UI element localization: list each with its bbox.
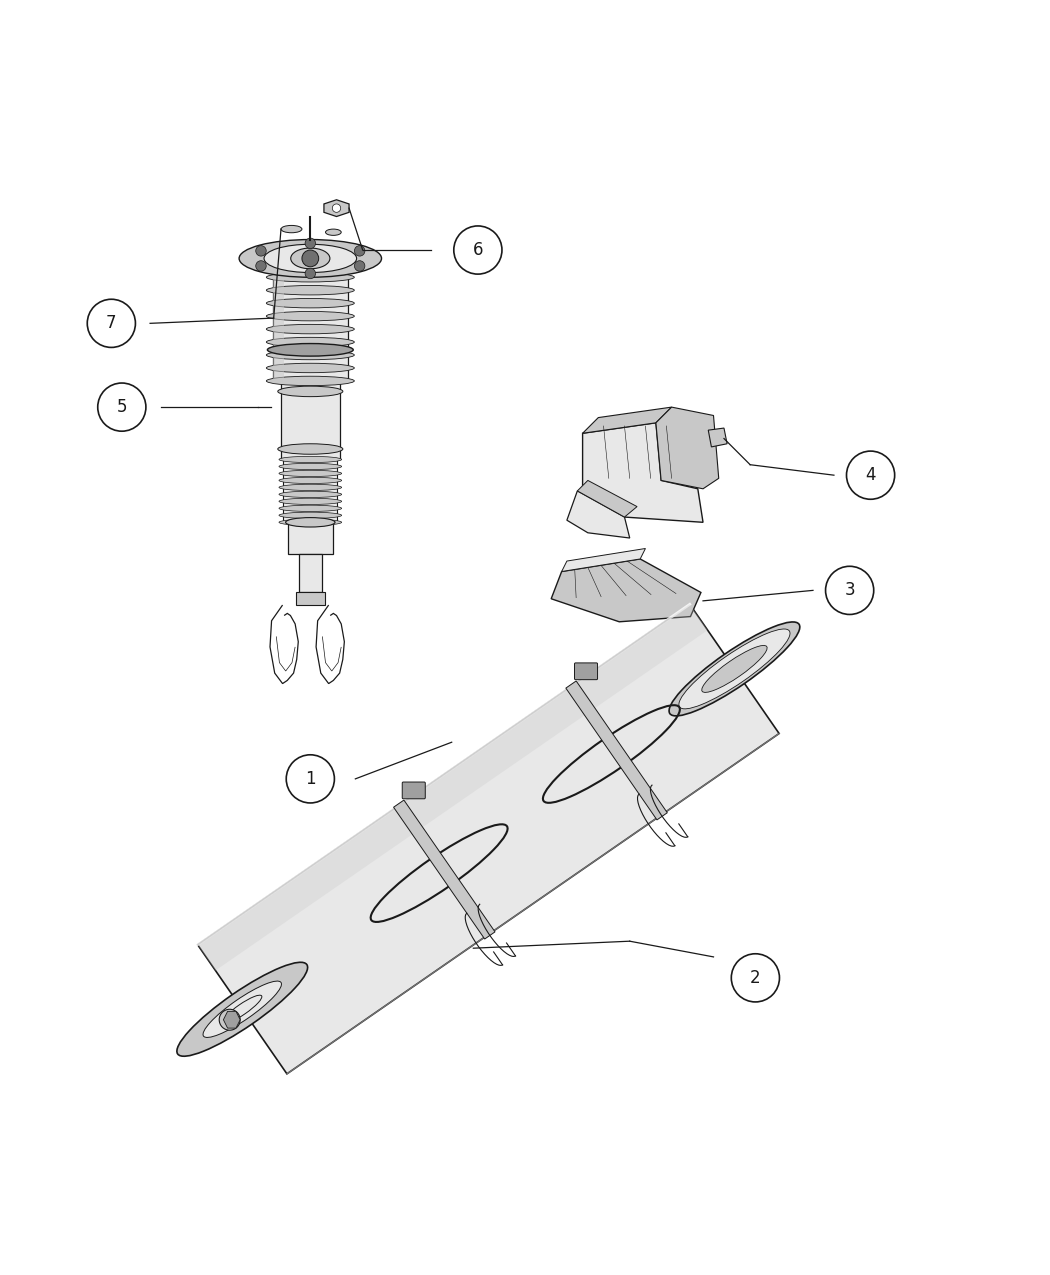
Ellipse shape: [279, 519, 341, 525]
Ellipse shape: [279, 499, 341, 505]
Polygon shape: [224, 1011, 240, 1028]
Circle shape: [302, 250, 319, 266]
Ellipse shape: [669, 622, 800, 715]
Circle shape: [306, 268, 316, 279]
Ellipse shape: [267, 311, 354, 321]
Ellipse shape: [281, 226, 302, 233]
Circle shape: [731, 954, 779, 1002]
Bar: [299, 553, 321, 593]
Bar: [296, 593, 326, 606]
Text: 5: 5: [117, 398, 127, 416]
Circle shape: [355, 246, 365, 256]
Ellipse shape: [268, 343, 353, 356]
FancyBboxPatch shape: [574, 663, 597, 680]
Text: 2: 2: [750, 969, 760, 987]
Ellipse shape: [267, 351, 354, 360]
Circle shape: [287, 755, 334, 803]
Ellipse shape: [267, 286, 354, 295]
Polygon shape: [656, 407, 719, 488]
Polygon shape: [709, 428, 727, 448]
Text: 1: 1: [304, 770, 316, 788]
Ellipse shape: [279, 477, 341, 483]
Text: 3: 3: [844, 581, 855, 599]
Ellipse shape: [223, 996, 261, 1024]
Ellipse shape: [176, 963, 308, 1056]
Ellipse shape: [267, 338, 354, 347]
Ellipse shape: [279, 505, 341, 511]
Circle shape: [355, 260, 365, 272]
Polygon shape: [197, 604, 779, 1074]
Ellipse shape: [279, 513, 341, 519]
Ellipse shape: [267, 273, 354, 282]
Circle shape: [306, 238, 316, 249]
Polygon shape: [551, 558, 701, 622]
Circle shape: [454, 226, 502, 274]
Polygon shape: [197, 604, 708, 970]
Ellipse shape: [279, 484, 341, 491]
Circle shape: [846, 451, 895, 500]
Circle shape: [332, 204, 340, 213]
Polygon shape: [324, 200, 349, 217]
Text: 4: 4: [865, 467, 876, 484]
Circle shape: [98, 382, 146, 431]
Bar: [281, 381, 340, 459]
Ellipse shape: [279, 491, 341, 497]
Polygon shape: [562, 548, 646, 571]
Circle shape: [219, 1010, 240, 1030]
Ellipse shape: [267, 324, 354, 334]
Polygon shape: [567, 491, 630, 538]
Ellipse shape: [264, 245, 357, 273]
Circle shape: [256, 260, 267, 272]
Polygon shape: [583, 407, 672, 434]
Ellipse shape: [291, 249, 330, 269]
Bar: [273, 277, 284, 381]
Text: 6: 6: [472, 241, 483, 259]
Text: 7: 7: [106, 315, 117, 333]
Ellipse shape: [279, 456, 341, 463]
Ellipse shape: [278, 386, 343, 397]
Polygon shape: [394, 801, 495, 938]
Polygon shape: [566, 681, 668, 820]
Ellipse shape: [679, 629, 790, 709]
Bar: [284, 459, 337, 523]
Ellipse shape: [279, 470, 341, 477]
Bar: [273, 277, 348, 381]
Ellipse shape: [279, 463, 341, 469]
Polygon shape: [578, 481, 637, 518]
Ellipse shape: [203, 980, 281, 1038]
Ellipse shape: [286, 518, 335, 527]
Circle shape: [87, 300, 135, 347]
Circle shape: [256, 246, 267, 256]
Ellipse shape: [278, 444, 343, 454]
FancyBboxPatch shape: [402, 782, 425, 798]
Ellipse shape: [326, 230, 341, 236]
Circle shape: [825, 566, 874, 615]
Bar: [288, 523, 333, 553]
Polygon shape: [583, 423, 704, 523]
Ellipse shape: [267, 363, 354, 372]
Ellipse shape: [239, 240, 381, 277]
Ellipse shape: [267, 298, 354, 307]
Ellipse shape: [701, 645, 768, 692]
Ellipse shape: [267, 376, 354, 385]
